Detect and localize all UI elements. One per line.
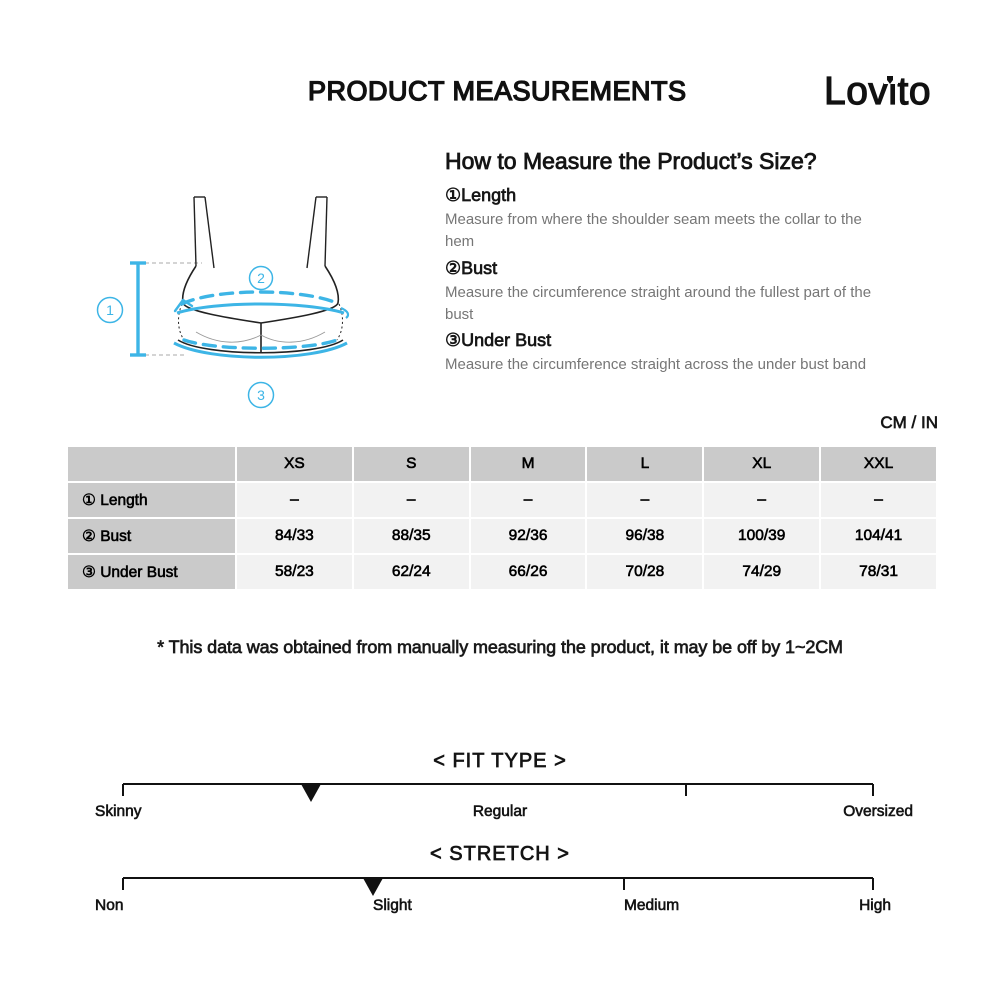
svg-text:3: 3 xyxy=(257,387,265,403)
svg-text:1: 1 xyxy=(106,302,114,318)
svg-text:2: 2 xyxy=(257,270,265,286)
